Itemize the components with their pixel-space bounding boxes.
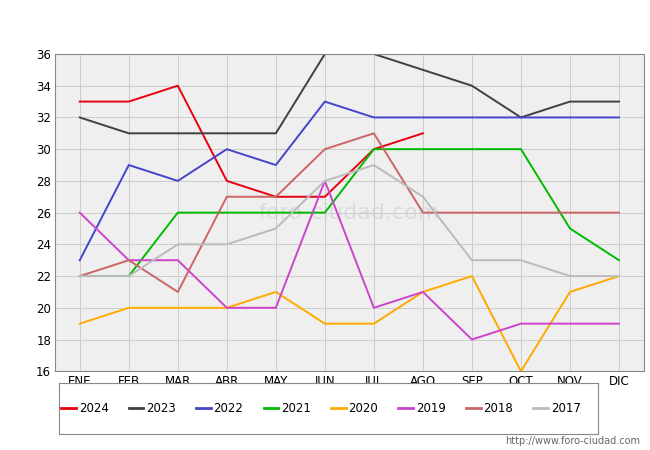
Text: 2022: 2022: [214, 402, 244, 415]
Text: foro-ciudad.com: foro-ciudad.com: [259, 202, 440, 223]
Text: 2023: 2023: [146, 402, 176, 415]
Text: 2024: 2024: [79, 402, 109, 415]
Text: 2017: 2017: [551, 402, 580, 415]
Text: 2018: 2018: [484, 402, 513, 415]
Text: Afiliados en Villafeliche a 31/5/2024: Afiliados en Villafeliche a 31/5/2024: [181, 16, 469, 31]
Text: 2020: 2020: [348, 402, 378, 415]
Text: 2021: 2021: [281, 402, 311, 415]
Text: 2019: 2019: [416, 402, 446, 415]
Text: http://www.foro-ciudad.com: http://www.foro-ciudad.com: [505, 436, 640, 446]
